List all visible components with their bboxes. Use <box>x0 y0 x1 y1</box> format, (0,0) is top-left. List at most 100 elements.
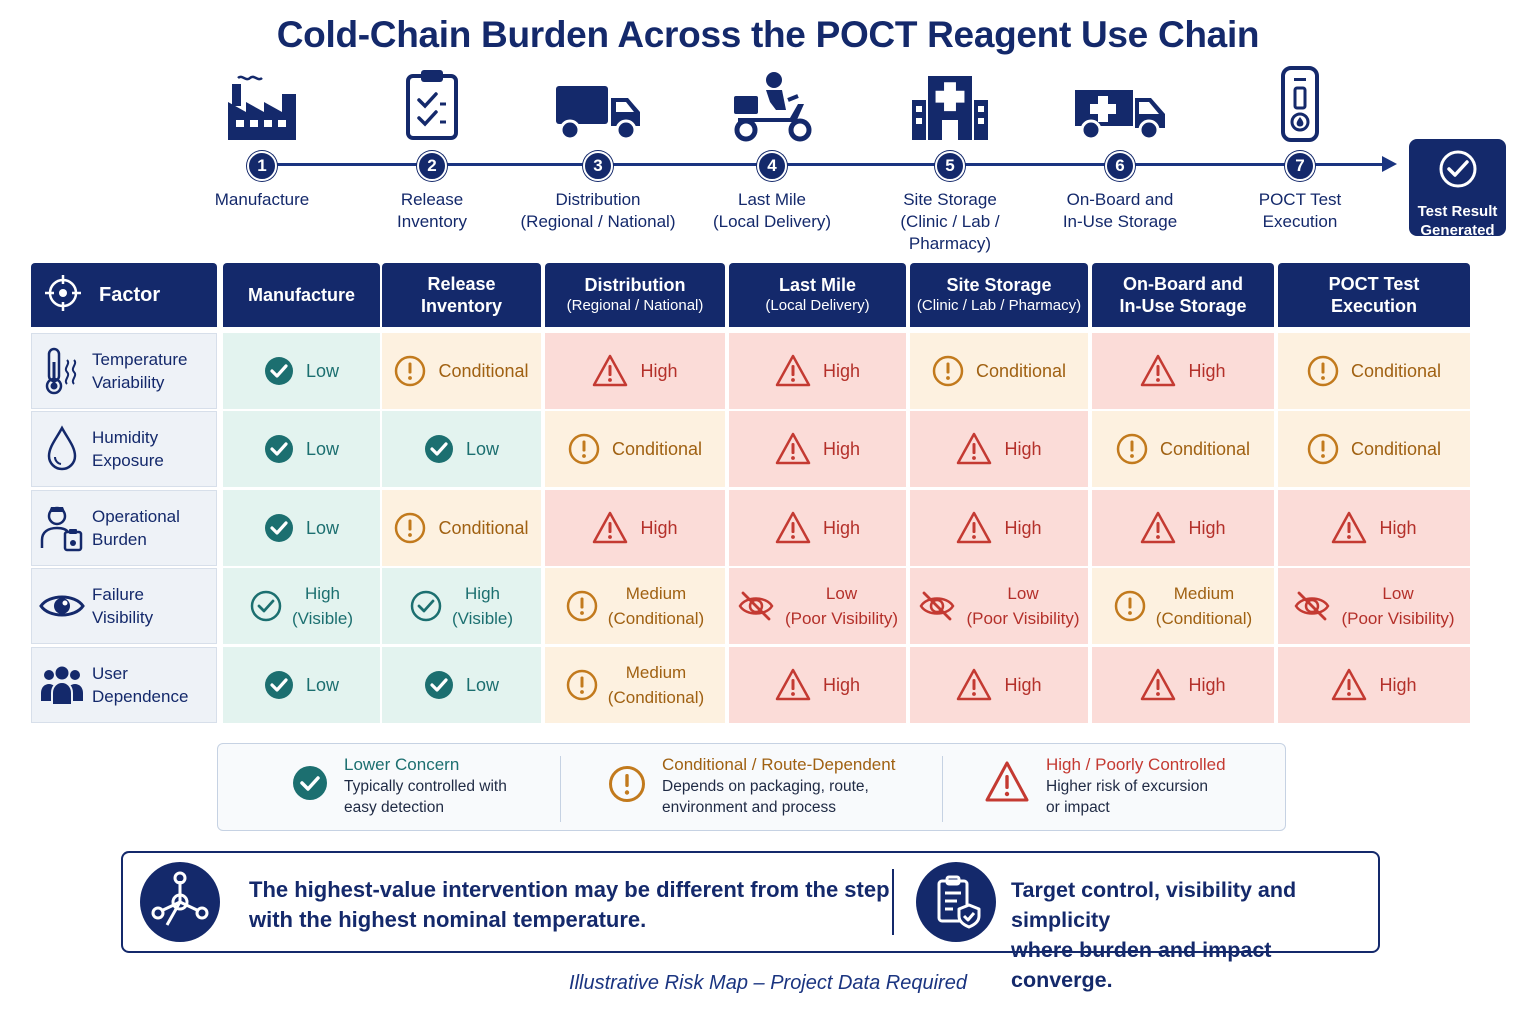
check-circle-icon <box>424 434 454 464</box>
column-header-subtitle: In-Use Storage <box>1119 296 1247 316</box>
risk-level-label: Conditional <box>1350 360 1442 381</box>
step-label: POCT Test Execution <box>1258 190 1342 231</box>
thermometer-icon <box>32 346 92 396</box>
risk-level-label: Low <box>305 674 340 695</box>
risk-cell: High <box>910 647 1088 723</box>
exclamation-circle-icon <box>932 355 964 387</box>
legend-desc: Higher risk of excursion or impact <box>1046 778 1208 816</box>
check-circle-icon <box>264 356 294 386</box>
risk-cell: High <box>1278 647 1470 723</box>
exclamation-circle-icon <box>1116 433 1148 465</box>
legend-title: Lower Concern <box>344 755 460 774</box>
legend-item-high: High / Poorly Controlled Higher risk of … <box>984 754 1226 818</box>
check-circle-outline-icon <box>250 590 282 622</box>
legend: Lower Concern Typically controlled with … <box>217 743 1286 831</box>
column-header-subtitle: (Local Delivery) <box>765 297 870 314</box>
risk-cell: High <box>1092 647 1274 723</box>
factor-label: Humidity Exposure <box>92 428 164 470</box>
risk-level-label: Medium (Conditional) <box>607 663 705 707</box>
risk-cell: High <box>729 333 906 409</box>
eye-icon <box>32 590 92 622</box>
risk-level-label: High <box>1188 674 1226 695</box>
column-header: On-Board and In-Use Storage <box>1092 263 1274 327</box>
risk-cell: High <box>1278 490 1470 566</box>
legend-item-conditional: Conditional / Route-Dependent Depends on… <box>608 754 895 818</box>
risk-level-label: Conditional <box>1350 438 1442 459</box>
factor-label: Temperature Variability <box>92 350 188 392</box>
risk-level-label: High (Visible) <box>291 584 354 628</box>
risk-level-label: Low (Poor Visibility) <box>1341 584 1455 628</box>
column-header: Site Storage (Clinic / Lab / Pharmacy) <box>910 263 1088 327</box>
risk-cell: Conditional <box>1092 411 1274 487</box>
risk-cell: Medium (Conditional) <box>545 568 725 644</box>
warning-triangle-icon <box>775 432 811 466</box>
column-header-title: Release <box>427 274 496 294</box>
step-label: Release Inventory <box>397 190 467 231</box>
warning-triangle-icon <box>1140 668 1176 702</box>
column-header-title: Manufacture <box>247 285 355 305</box>
column-header: Release Inventory <box>382 263 541 327</box>
exclamation-circle-icon <box>394 512 426 544</box>
risk-cell: Conditional <box>382 333 541 409</box>
check-circle-icon <box>424 670 454 700</box>
risk-cell: Conditional <box>1278 333 1470 409</box>
test-result-box: Test Result Generated <box>1409 139 1506 239</box>
warning-triangle-icon <box>956 668 992 702</box>
factor-label: User Dependence <box>92 664 189 706</box>
exclamation-circle-icon <box>1114 590 1146 622</box>
column-header-subtitle: Inventory <box>420 296 503 316</box>
risk-cell: Low <box>382 647 541 723</box>
risk-cell: Low (Poor Visibility) <box>729 568 906 644</box>
page-title: Cold-Chain Burden Across the POCT Reagen… <box>276 14 1260 55</box>
factory-icon <box>172 62 352 142</box>
truck-icon <box>508 62 688 142</box>
risk-cell: Conditional <box>1278 411 1470 487</box>
risk-level-label: High <box>822 674 861 695</box>
step-label: Manufacture <box>214 190 310 209</box>
column-header-title: On-Board and <box>1123 274 1243 294</box>
flow-step: 5 Site Storage (Clinic / Lab / Pharmacy) <box>860 62 1040 255</box>
test-result-label: Test Result Generated <box>1417 203 1498 239</box>
step-number-badge: 5 <box>935 151 965 181</box>
users-group-icon <box>32 663 92 707</box>
legend-title: High / Poorly Controlled <box>1046 755 1226 774</box>
factor-header-label: Factor <box>99 284 161 306</box>
check-circle-icon <box>264 670 294 700</box>
step-label: Distribution (Regional / National) <box>520 190 676 231</box>
check-circle-icon <box>264 434 294 464</box>
warning-triangle-icon <box>775 668 811 702</box>
step-number-badge: 2 <box>417 151 447 181</box>
column-header: Last Mile (Local Delivery) <box>729 263 906 327</box>
risk-level-label: High <box>1188 517 1226 538</box>
risk-level-label: High <box>1188 360 1226 381</box>
risk-cell: Conditional <box>910 333 1088 409</box>
risk-cell: Low (Poor Visibility) <box>1278 568 1470 644</box>
risk-level-label: High <box>1004 674 1042 695</box>
factor-header: Factor <box>31 263 217 327</box>
risk-cell: Medium (Conditional) <box>1092 568 1274 644</box>
column-header: POCT Test Execution <box>1278 263 1470 327</box>
risk-cell: High <box>910 490 1088 566</box>
risk-level-label: Low <box>305 438 340 459</box>
network-node-icon <box>139 861 221 948</box>
factor-label: Failure Visibility <box>92 585 154 627</box>
eye-off-icon <box>918 589 956 623</box>
step-number-badge: 7 <box>1285 151 1315 181</box>
column-header: Manufacture <box>223 263 380 327</box>
risk-cell: High (Visible) <box>382 568 541 644</box>
warning-triangle-icon <box>1140 354 1176 388</box>
flow-step: 4 Last Mile (Local Delivery) <box>682 62 862 233</box>
divider <box>942 756 943 822</box>
risk-cell: High <box>1092 333 1274 409</box>
risk-cell: Low <box>223 490 380 566</box>
flow-step: 2 Release Inventory <box>342 62 522 233</box>
exclamation-circle-icon <box>1307 433 1339 465</box>
step-number-badge: 6 <box>1105 151 1135 181</box>
operator-icon <box>32 504 92 552</box>
risk-cell: Conditional <box>545 411 725 487</box>
risk-level-label: High <box>640 517 678 538</box>
warning-triangle-icon <box>956 432 992 466</box>
risk-level-label: High <box>822 360 861 381</box>
clipboard-shield-icon <box>915 861 997 948</box>
factor-cell: Operational Burden <box>31 490 217 566</box>
